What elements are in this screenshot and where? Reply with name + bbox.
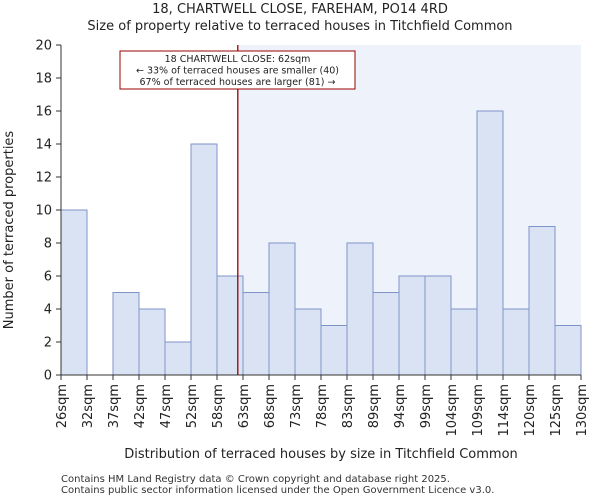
y-tick-label: 12 [35,171,52,186]
x-tick-label: 63sqm [237,384,252,428]
x-tick-label: 47sqm [159,384,174,428]
histogram-bar [242,292,270,376]
x-tick-label: 89sqm [367,384,382,428]
x-tick-label: 125sqm [549,384,564,437]
y-tick-label: 2 [44,336,52,351]
x-tick-label: 99sqm [419,384,434,428]
x-tick-label: 26sqm [55,384,70,428]
histogram-bar [320,325,348,376]
histogram-bar [268,242,296,376]
y-tick-label: 10 [35,204,52,219]
histogram-bar [112,292,140,376]
histogram-bar [60,209,88,376]
y-tick-label: 18 [35,72,52,87]
x-tick-label: 52sqm [185,384,200,428]
histogram-bar [398,275,426,376]
y-tick-label: 20 [35,39,52,54]
histogram-bar [424,275,452,376]
x-axis-title: Distribution of terraced houses by size … [124,447,518,462]
chart-title: 18, CHARTWELL CLOSE, FAREHAM, PO14 4RD [152,2,448,17]
x-tick-label: 32sqm [81,384,96,428]
x-tick-label: 78sqm [315,384,330,428]
histogram-bar [138,308,166,376]
footer-licence: Contains public sector information licen… [61,485,495,496]
histogram-bar [554,325,582,376]
x-tick-label: 42sqm [133,384,148,428]
histogram-bar [346,242,374,376]
x-tick-label: 104sqm [445,384,460,437]
histogram-bar [294,308,322,376]
annotation-line: 18 CHARTWELL CLOSE: 62sqm [165,54,311,65]
y-tick-label: 8 [44,237,52,252]
x-tick-label: 37sqm [107,384,122,428]
x-tick-label: 120sqm [523,384,538,437]
histogram-bar [190,143,218,376]
x-tick-label: 94sqm [393,384,408,428]
y-tick-label: 14 [35,138,52,153]
annotation-line: 67% of terraced houses are larger (81) → [140,77,336,88]
x-tick-label: 68sqm [263,384,278,428]
y-tick-label: 6 [44,270,52,285]
x-tick-label: 114sqm [497,384,512,437]
chart-subtitle: Size of property relative to terraced ho… [87,19,513,34]
x-tick-label: 73sqm [289,384,304,428]
histogram-bar [528,226,556,376]
histogram-bar [502,308,530,376]
annotation-line: ← 33% of terraced houses are smaller (40… [136,66,339,77]
x-tick-label: 58sqm [211,384,226,428]
x-tick-label: 130sqm [575,384,590,437]
footer-copyright: Contains HM Land Registry data © Crown c… [61,474,450,485]
histogram-bar [372,292,400,376]
histogram-bar [450,308,478,376]
histogram-bar [476,110,504,376]
histogram-bar [164,341,192,376]
y-tick-label: 16 [35,105,52,120]
histogram-bar [216,275,244,376]
annotation-box [119,50,356,90]
y-tick-label: 4 [44,303,52,318]
x-tick-label: 109sqm [471,384,486,437]
y-axis-title: Number of terraced properties [2,131,17,330]
x-tick-label: 83sqm [341,384,356,428]
y-tick-label: 0 [44,369,52,384]
